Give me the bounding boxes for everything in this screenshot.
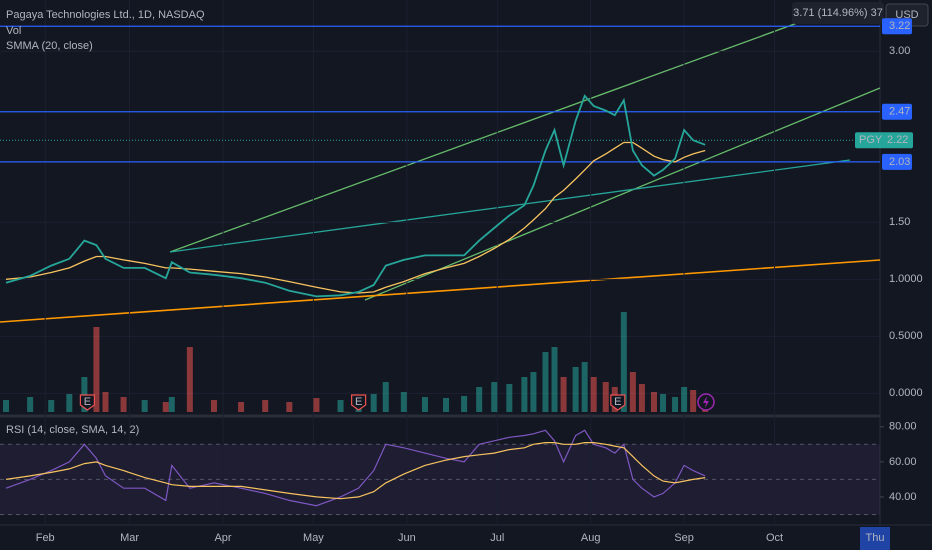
level-label-box (882, 153, 912, 170)
indicator-label: RSI (14, close, SMA, 14, 2) (6, 424, 139, 436)
chart-title: Pagaya Technologies Ltd., 1D, NASDAQ (6, 9, 205, 21)
event-icon-bolt (703, 396, 709, 408)
last-price-value: 2.22 (887, 134, 908, 146)
earnings-marker (351, 394, 367, 411)
volume-bar (681, 387, 688, 412)
volume-bar (313, 398, 320, 412)
indicator-label: SMMA (20, close) (6, 40, 93, 52)
x-tick-label: Oct (766, 532, 783, 544)
volume-bar (590, 377, 597, 412)
level-label-box (882, 18, 912, 35)
volume-bar (506, 384, 513, 412)
volume-bar (210, 400, 217, 412)
volume-bar (102, 392, 109, 412)
last-price-box (855, 132, 913, 149)
volume-bar (572, 367, 579, 412)
volume-bar (238, 402, 245, 412)
volume-bar (602, 382, 609, 412)
x-tick-label: Apr (214, 532, 231, 544)
level-label-box (882, 103, 912, 120)
volume-bar (638, 384, 645, 412)
volume-bar (660, 394, 667, 412)
volume-bar (382, 382, 389, 412)
volume-bar (120, 397, 127, 412)
volume-bar (581, 362, 588, 412)
volume-bar (400, 392, 407, 412)
y-tick-label: 0.5000 (889, 330, 923, 342)
earnings-label: E (355, 396, 362, 408)
volume-bar (560, 377, 567, 412)
volume-bar (168, 397, 175, 412)
volume-bar (542, 352, 549, 412)
trend-line (364, 87, 881, 301)
volume-bar (521, 377, 528, 412)
cursor-date-box (860, 527, 890, 550)
header-box (792, 2, 884, 24)
x-tick-label: Sep (674, 532, 694, 544)
volume-bar (461, 396, 468, 412)
volume-bar (93, 327, 100, 412)
y-tick-label: 80.00 (889, 421, 917, 433)
volume-bar (443, 398, 450, 412)
level-label: 2.03 (889, 156, 910, 168)
y-tick-label: 0.0000 (889, 387, 923, 399)
volume-bar (186, 347, 193, 412)
currency[interactable]: USD (895, 9, 918, 21)
trend-line (0, 259, 881, 323)
y-tick-label: 1.50 (889, 216, 910, 228)
level-label: 2.47 (889, 106, 910, 118)
volume-bar (620, 312, 627, 412)
x-tick-label: Jun (398, 532, 416, 544)
volume-bar (629, 372, 636, 412)
volume-bar (337, 400, 344, 412)
volume-bar (262, 400, 269, 412)
volume-bar (3, 400, 10, 412)
series-line (5, 141, 706, 294)
earnings-label: E (614, 396, 621, 408)
x-tick-label: Jul (490, 532, 504, 544)
volume-bar (650, 392, 657, 412)
trend-line (169, 21, 801, 253)
last-price-symbol: PGY (859, 134, 883, 146)
volume-bar (162, 402, 169, 412)
series-line (5, 442, 706, 500)
series-line (5, 429, 706, 507)
volume-bar (672, 397, 679, 412)
cursor-date: Thu (866, 532, 885, 544)
header-value: 3.71 (114.96%) 37 (793, 7, 883, 19)
volume-bar (27, 397, 34, 412)
volume-bar (476, 387, 483, 412)
volume-bar (370, 394, 377, 412)
x-tick-label: Mar (120, 532, 139, 544)
y-tick-label: 1.0000 (889, 273, 923, 285)
volume-bar (421, 397, 428, 412)
volume-bar (66, 394, 73, 412)
volume-bar (286, 402, 293, 412)
x-tick-label: Feb (36, 532, 55, 544)
series-line (5, 94, 706, 298)
trend-line (169, 159, 851, 253)
y-tick-label: 60.00 (889, 456, 917, 468)
level-label: 3.22 (889, 20, 910, 32)
volume-bar (530, 372, 537, 412)
volume-bar (690, 390, 697, 412)
x-tick-label: May (303, 532, 324, 544)
volume-bar (141, 400, 148, 412)
volume-bar (48, 400, 55, 412)
indicator-label: Vol (6, 25, 21, 37)
volume-bar (551, 347, 558, 412)
y-tick-label: 40.00 (889, 491, 917, 503)
volume-bar (491, 382, 498, 412)
y-tick-label: 3.00 (889, 45, 910, 57)
x-tick-label: Aug (581, 532, 601, 544)
earnings-label: E (84, 396, 91, 408)
earnings-marker (79, 394, 95, 411)
earnings-marker (610, 394, 626, 411)
